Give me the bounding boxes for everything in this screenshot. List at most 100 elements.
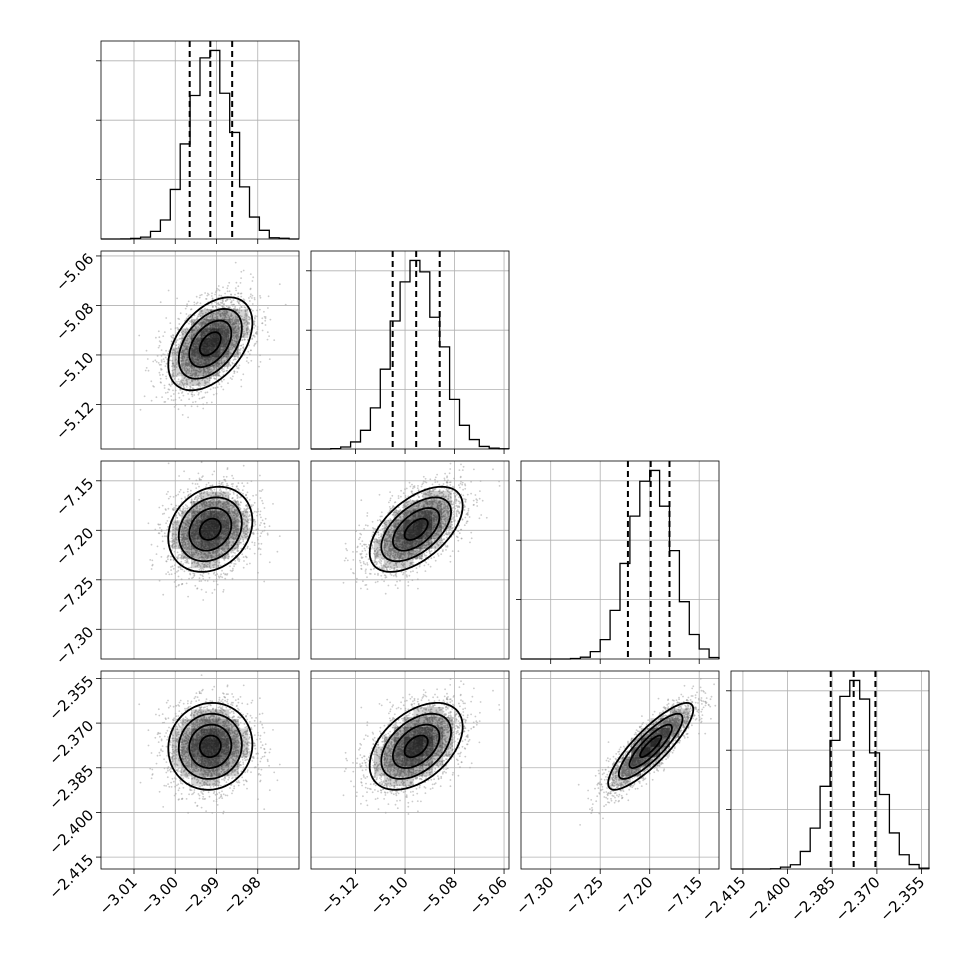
scatter-point <box>213 470 216 473</box>
scatter-point <box>254 317 256 320</box>
scatter-point <box>221 576 224 579</box>
scatter-point <box>257 528 259 531</box>
scatter-point <box>255 494 257 496</box>
scatter-point <box>177 493 180 496</box>
scatter-point <box>187 488 189 491</box>
scatter-point <box>185 386 188 388</box>
scatter-point <box>155 396 158 399</box>
scatter-point <box>145 349 148 352</box>
scatter-point <box>173 550 176 553</box>
scatter-point <box>193 304 196 306</box>
scatter-point <box>195 487 198 489</box>
scatter-point <box>202 578 205 580</box>
scatter-point <box>166 520 169 522</box>
scatter-point <box>163 547 166 550</box>
histogram-step <box>101 49 299 240</box>
scatter-point <box>198 392 200 394</box>
scatter-point <box>252 276 255 279</box>
scatter-point <box>169 495 172 498</box>
scatter-point <box>180 560 183 563</box>
scatter-point <box>222 484 224 487</box>
scatter-point <box>200 461 203 464</box>
scatter-point <box>182 505 185 508</box>
scatter-point <box>261 499 263 502</box>
scatter-point <box>178 345 180 348</box>
scatter-point <box>159 527 161 529</box>
scatter-point <box>144 369 147 372</box>
scatter-point <box>227 285 229 287</box>
scatter-point <box>231 555 233 558</box>
scatter-point <box>155 553 158 555</box>
scatter-point <box>191 391 194 394</box>
scatter-point <box>242 492 244 495</box>
scatter-point <box>180 578 183 581</box>
scatter-point <box>263 507 266 509</box>
scatter-point <box>199 326 202 328</box>
scatter-point <box>184 307 187 310</box>
scatter-point <box>259 513 261 516</box>
scatter-point <box>213 571 216 574</box>
scatter-point <box>175 494 178 497</box>
scatter-point <box>219 304 222 307</box>
scatter-point <box>150 568 153 570</box>
scatter-point <box>229 565 231 568</box>
scatter-point <box>219 575 222 578</box>
scatter-point <box>179 566 182 569</box>
scatter-point <box>206 294 209 297</box>
scatter-point <box>186 305 188 308</box>
scatter-point <box>248 353 251 356</box>
scatter-point <box>233 370 236 373</box>
scatter-point <box>176 382 179 385</box>
scatter-point <box>254 325 257 327</box>
scatter-point <box>187 416 190 419</box>
scatter-point <box>189 385 191 388</box>
scatter-point <box>145 367 148 369</box>
scatter-point <box>237 302 240 304</box>
scatter-point <box>181 568 184 571</box>
scatter-point <box>253 552 256 555</box>
scatter-point <box>248 297 250 299</box>
scatter-point <box>250 349 252 352</box>
scatter-point <box>215 578 218 581</box>
scatter-point <box>217 288 220 291</box>
scatter-point <box>267 307 269 309</box>
scatter-point <box>165 535 168 538</box>
scatter-point <box>187 315 190 318</box>
scatter-point <box>263 529 266 532</box>
scatter-point <box>184 504 187 506</box>
scatter-point <box>205 298 207 300</box>
scatter-point <box>186 505 189 508</box>
scatter-point <box>228 290 231 293</box>
scatter-point <box>236 550 239 552</box>
scatter-point <box>233 499 235 502</box>
scatter-point <box>176 571 178 573</box>
scatter-point <box>257 542 260 545</box>
scatter-point <box>180 497 183 500</box>
scatter-point <box>261 530 264 533</box>
scatter-point <box>239 304 242 307</box>
scatter-point <box>184 559 187 562</box>
scatter-point <box>162 335 165 337</box>
scatter-point <box>233 358 236 361</box>
scatter-point <box>182 337 184 340</box>
scatter-point <box>256 315 258 318</box>
scatter-point <box>222 286 224 289</box>
scatter-point <box>195 479 198 482</box>
scatter-point <box>178 396 181 399</box>
scatter-point <box>255 528 258 531</box>
scatter-point <box>179 488 182 491</box>
scatter-point <box>170 399 173 401</box>
scatter-point <box>261 488 264 491</box>
scatter-point <box>241 489 244 492</box>
scatter-point <box>198 397 201 400</box>
scatter-point <box>195 496 197 499</box>
hist-panel-0 <box>96 40 300 244</box>
scatter-point <box>263 522 266 525</box>
scatter-point <box>165 522 168 525</box>
scatter-point <box>184 344 187 346</box>
scatter-point <box>243 316 246 319</box>
scatter-point <box>246 356 249 359</box>
scatter-point <box>182 379 184 382</box>
scatter-point <box>166 556 169 559</box>
scatter-point <box>191 577 193 580</box>
